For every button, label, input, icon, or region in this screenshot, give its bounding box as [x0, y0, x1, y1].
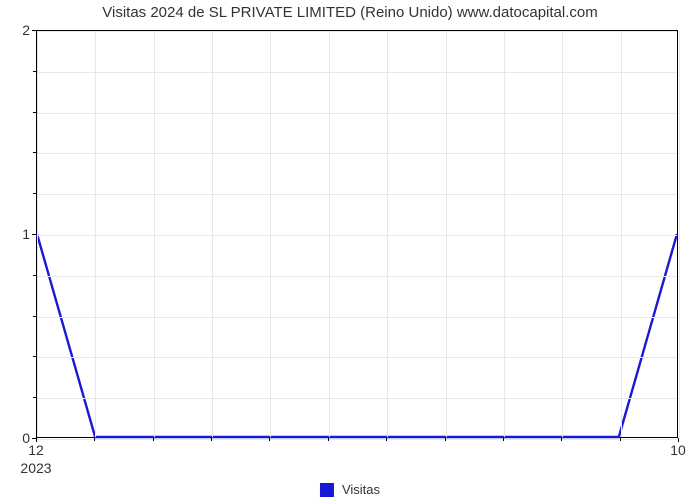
gridline-vertical [621, 31, 622, 437]
gridline-vertical [504, 31, 505, 437]
gridline-horizontal [37, 398, 677, 399]
legend-label: Visitas [342, 482, 380, 497]
y-tick-label: 0 [4, 430, 30, 446]
y-tick-label: 1 [4, 226, 30, 242]
legend-swatch [320, 483, 334, 497]
y-tick-mark [32, 234, 36, 235]
x-minor-tick [445, 438, 446, 441]
x-minor-tick [94, 438, 95, 441]
y-minor-tick [33, 71, 36, 72]
y-minor-tick [33, 316, 36, 317]
gridline-vertical [95, 31, 96, 437]
plot-area [36, 30, 678, 438]
y-tick-label: 2 [4, 22, 30, 38]
x-tick-label: 12 [28, 442, 44, 458]
y-minor-tick [33, 397, 36, 398]
gridline-horizontal [37, 31, 677, 32]
x-minor-tick [328, 438, 329, 441]
gridline-horizontal [37, 317, 677, 318]
gridline-horizontal [37, 357, 677, 358]
y-minor-tick [33, 193, 36, 194]
y-minor-tick [33, 152, 36, 153]
x-minor-tick [561, 438, 562, 441]
x-minor-tick [503, 438, 504, 441]
gridline-vertical [37, 31, 38, 437]
gridline-vertical [270, 31, 271, 437]
gridline-horizontal [37, 113, 677, 114]
visits-line [37, 234, 677, 437]
x-minor-tick [153, 438, 154, 441]
y-minor-tick [33, 356, 36, 357]
x-tick-mark [678, 438, 679, 442]
x-minor-tick [386, 438, 387, 441]
gridline-vertical [154, 31, 155, 437]
gridline-horizontal [37, 72, 677, 73]
x-minor-tick [620, 438, 621, 441]
gridline-vertical [212, 31, 213, 437]
y-minor-tick [33, 112, 36, 113]
gridline-vertical [387, 31, 388, 437]
line-series [37, 31, 677, 437]
y-tick-mark [32, 30, 36, 31]
x-tick-label: 10 [670, 442, 686, 458]
gridline-horizontal [37, 235, 677, 236]
gridline-vertical [446, 31, 447, 437]
x-minor-tick [211, 438, 212, 441]
chart-title: Visitas 2024 de SL PRIVATE LIMITED (Rein… [0, 4, 700, 21]
x-sub-label: 2023 [20, 460, 51, 476]
gridline-vertical [329, 31, 330, 437]
visits-chart: Visitas 2024 de SL PRIVATE LIMITED (Rein… [0, 0, 700, 500]
gridline-vertical [562, 31, 563, 437]
gridline-horizontal [37, 153, 677, 154]
gridline-vertical [679, 31, 680, 437]
y-minor-tick [33, 275, 36, 276]
gridline-horizontal [37, 194, 677, 195]
gridline-horizontal [37, 439, 677, 440]
legend: Visitas [320, 482, 380, 497]
x-minor-tick [269, 438, 270, 441]
x-tick-mark [36, 438, 37, 442]
gridline-horizontal [37, 276, 677, 277]
